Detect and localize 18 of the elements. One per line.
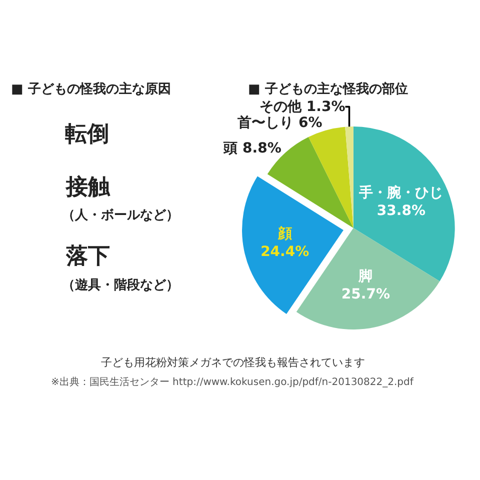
text: （遊具・階段など）: [62, 278, 179, 293]
slice-label: 首〜しり 6%: [236, 114, 322, 131]
slice-label: 顔: [276, 224, 292, 242]
text: ※出典：国民生活センター http://www.kokusen.go.jp/pdf/n-20130822_2.pdf: [51, 376, 414, 388]
data-label: 33.8%: [376, 203, 426, 220]
slice-label: 頭 8.8%: [222, 140, 282, 156]
text: （人・ボールなど）: [62, 208, 179, 223]
chart-title: ■ 子どもの主な怪我の部位: [248, 81, 408, 97]
data-label: 25.7%: [341, 286, 390, 303]
data-label: 24.4%: [260, 244, 310, 260]
text: 子ども用花粉対策メガネでの怪我も報告されています: [101, 356, 365, 369]
text: 落下: [65, 244, 110, 269]
text: 転倒: [65, 122, 109, 147]
text: ■ 子どもの怪我の主な原因: [11, 81, 171, 97]
text: 接触: [65, 175, 111, 200]
slice-label: 手・腕・ひじ: [358, 184, 444, 202]
slice-label: その他 1.3%: [260, 98, 346, 115]
slice-label: 脚: [358, 268, 373, 284]
